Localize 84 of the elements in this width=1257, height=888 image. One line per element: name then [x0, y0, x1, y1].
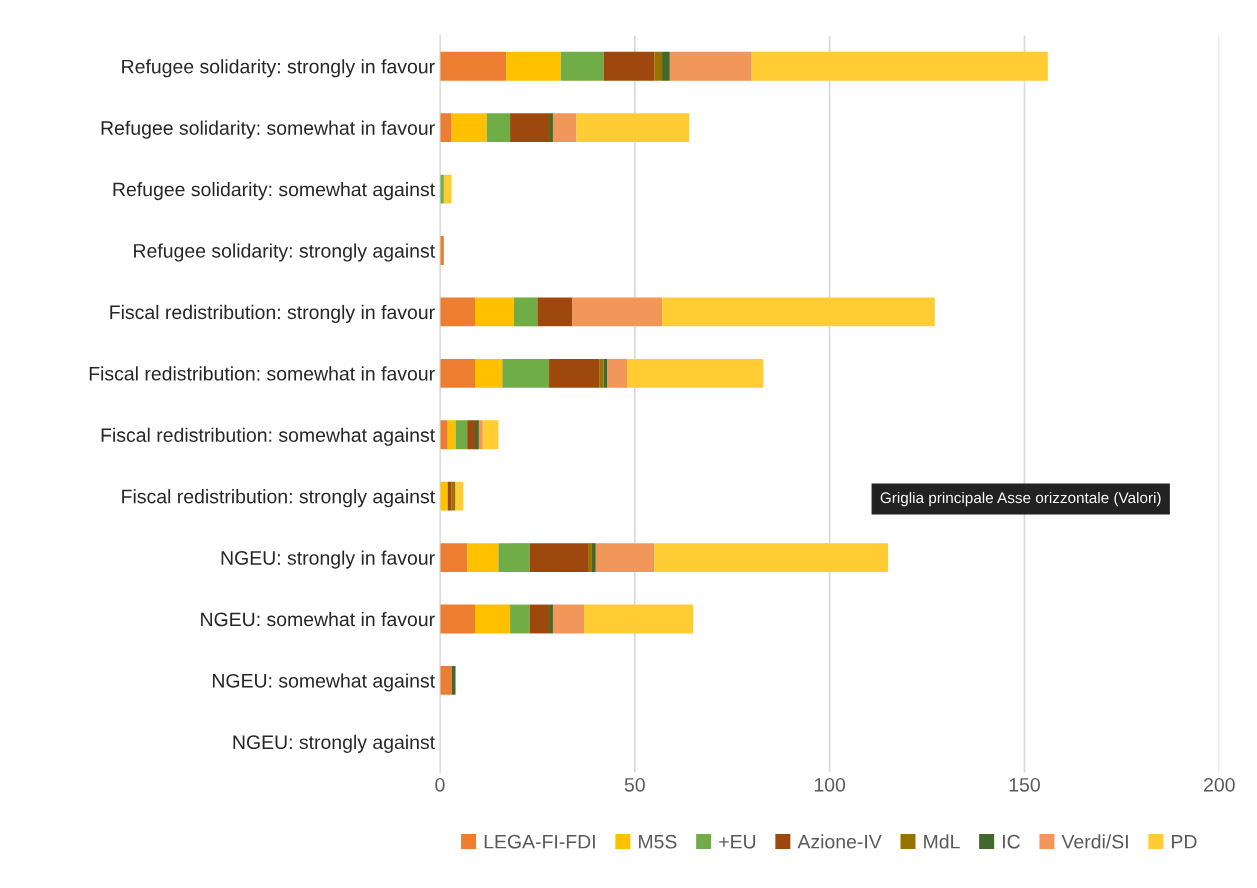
legend-label: LEGA-FI-FDI [484, 834, 595, 849]
bar [513, 297, 538, 327]
bar [451, 113, 487, 143]
bar [506, 51, 561, 81]
bar [455, 481, 464, 511]
bar [603, 51, 655, 81]
bar [439, 543, 468, 573]
legend-label: +EU [719, 835, 756, 849]
bar [482, 420, 499, 450]
bar [607, 358, 627, 388]
bar [467, 543, 499, 573]
bar [572, 297, 663, 327]
bar [478, 420, 483, 450]
legend-label: Azione-IV [797, 834, 882, 849]
bar [451, 481, 456, 511]
y-tick-label: NGEU: strongly against [233, 734, 435, 753]
bar [669, 51, 752, 81]
bar [626, 358, 764, 388]
y-tick-label: Fiscal redistribution: strongly against [122, 489, 435, 508]
bar [529, 543, 589, 573]
x-tick-label: 200 [1204, 777, 1235, 792]
legend-label: Verdi/SI [1061, 834, 1128, 849]
bar [576, 113, 690, 143]
y-tick-label: Refugee solidarity: strongly in favour [122, 59, 435, 78]
bar [510, 604, 530, 634]
bar [654, 51, 663, 81]
legend-label: MdL [924, 834, 960, 849]
y-tick-label: NGEU: strongly in favour [221, 550, 435, 569]
bar [439, 481, 448, 511]
bar [447, 420, 456, 450]
bar [439, 358, 476, 388]
bar [751, 51, 1048, 81]
bar [451, 666, 456, 695]
bar [475, 420, 479, 450]
bar [662, 51, 670, 81]
bar [439, 604, 476, 634]
legend-label: IC [1003, 834, 1020, 849]
bar [467, 420, 476, 450]
y-tick-label: NGEU: somewhat in favour [201, 611, 435, 627]
bar [447, 481, 452, 511]
bar [588, 543, 592, 573]
bar [584, 604, 694, 634]
bar [443, 174, 452, 204]
y-tick-label: Fiscal redistribution: somewhat against [101, 427, 435, 446]
bar [439, 113, 452, 143]
bar [439, 420, 448, 450]
y-tick-label: NGEU: somewhat against [212, 673, 435, 692]
bar [529, 604, 550, 634]
bar [654, 543, 889, 573]
bar [549, 113, 553, 143]
y-tick-label: Fiscal redistribution: strongly in favour [110, 304, 435, 323]
legend-label: M5S [639, 834, 677, 849]
bar [455, 420, 468, 450]
y-tick-label: Refugee solidarity: somewhat against [113, 182, 435, 201]
bar [662, 297, 935, 327]
x-tick-label: 150 [1009, 777, 1040, 792]
x-tick-label: 50 [624, 777, 645, 792]
bar [549, 604, 553, 634]
bar [599, 358, 604, 388]
bar [537, 297, 573, 327]
bar [603, 358, 608, 388]
legend-label: PD [1172, 835, 1197, 849]
bar [439, 297, 476, 327]
y-tick-label: Fiscal redistribution: somewhat in favour [89, 366, 435, 381]
bar [498, 543, 530, 573]
bar [560, 51, 604, 81]
bar [475, 297, 514, 327]
bar [486, 113, 511, 143]
y-tick-label: Refugee solidarity: strongly against [134, 243, 435, 262]
bar [552, 113, 577, 143]
bar [439, 666, 452, 695]
annotation: Griglia principale Asse orizzontale (Valori) [880, 491, 1161, 507]
bar [510, 113, 550, 143]
bar [549, 358, 600, 388]
bar [439, 51, 507, 81]
x-tick-label: 100 [814, 777, 846, 792]
bar [595, 543, 655, 573]
bar [591, 543, 596, 573]
bar [475, 604, 511, 634]
bar [552, 604, 585, 634]
y-tick-label: Refugee solidarity: somewhat in favour [101, 120, 435, 139]
x-tick-label: 0 [435, 777, 445, 792]
bar [502, 358, 550, 388]
bar [475, 358, 503, 388]
